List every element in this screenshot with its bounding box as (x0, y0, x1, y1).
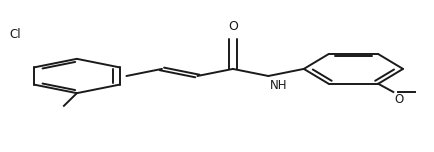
Text: O: O (395, 93, 404, 106)
Text: O: O (228, 20, 238, 33)
Text: Cl: Cl (9, 28, 21, 41)
Text: NH: NH (270, 79, 288, 92)
